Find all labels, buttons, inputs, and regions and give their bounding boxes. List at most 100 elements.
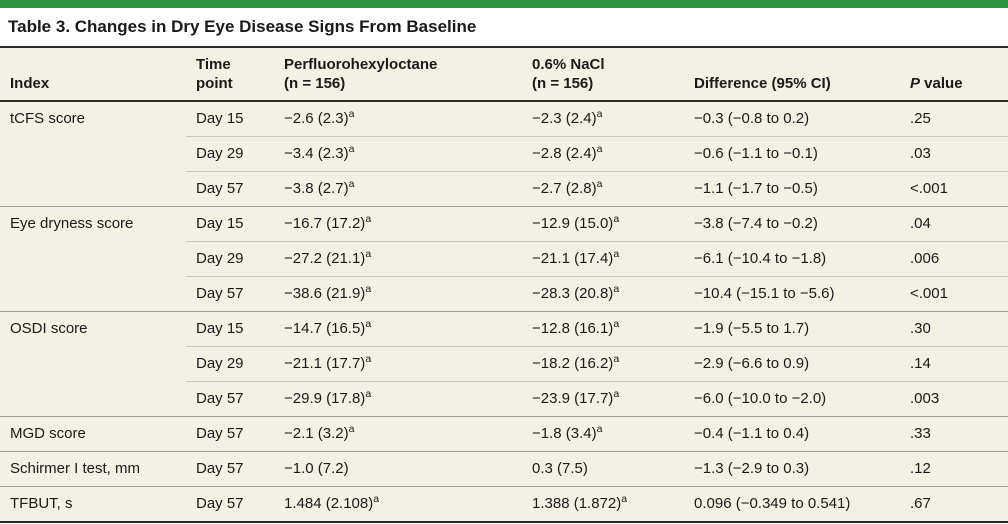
cell-time-point: Day 29 bbox=[186, 136, 274, 172]
footnote-marker: a bbox=[348, 423, 355, 435]
cell-time-point: Day 15 bbox=[186, 311, 274, 347]
table-row: Day 29 −3.4 (2.3)a −2.8 (2.4)a −0.6 (−1.… bbox=[0, 136, 1008, 172]
accent-bar bbox=[0, 0, 1008, 8]
col-header-p-value: P value bbox=[900, 48, 1008, 102]
cell-time-point: Day 15 bbox=[186, 206, 274, 242]
table-row: Day 57 −29.9 (17.8)a −23.9 (17.7)a −6.0 … bbox=[0, 381, 1008, 417]
cell-index: OSDI score bbox=[0, 311, 186, 417]
cell-time-point: Day 15 bbox=[196, 110, 244, 127]
table-row: Day 57 −38.6 (21.9)a −28.3 (20.8)a −10.4… bbox=[0, 276, 1008, 312]
cell-nacl: −12.8 (16.1)a bbox=[522, 311, 684, 347]
table-row: TFBUT, s Day 57 1.484 (2.108)a 1.388 (1.… bbox=[0, 486, 1008, 521]
footnote-marker: a bbox=[348, 143, 355, 155]
cell-difference: −1.1 (−1.7 to −0.5) bbox=[684, 171, 900, 207]
cell-pfho: 1.484 (2.108)a bbox=[274, 486, 522, 521]
cell-difference: −2.9 (−6.6 to 0.9) bbox=[684, 346, 900, 382]
cell-time-point: Day 57 bbox=[186, 276, 274, 312]
cell-nacl: −2.3 (2.4)a bbox=[532, 108, 603, 127]
table-row: OSDI score Day 15 −14.7 (16.5)a −12.8 (1… bbox=[0, 311, 1008, 417]
p-value-italic: P bbox=[910, 75, 921, 92]
footnote-marker: a bbox=[348, 108, 355, 120]
cell-pfho: −3.8 (2.7)a bbox=[274, 171, 522, 207]
cell-time-point: Day 57 bbox=[186, 171, 274, 207]
cell-p-value: .12 bbox=[900, 451, 1008, 487]
cell-p-value: .25 bbox=[910, 110, 931, 127]
cell-p-value: .14 bbox=[900, 346, 1008, 382]
footnote-marker: a bbox=[373, 493, 380, 505]
cell-pfho: −14.7 (16.5)a bbox=[274, 311, 522, 347]
cell-time-point: Day 57 bbox=[186, 451, 274, 487]
cell-p-value: <.001 bbox=[900, 276, 1008, 312]
cell-difference: −0.4 (−1.1 to 0.4) bbox=[684, 416, 900, 452]
cell-index: tCFS score bbox=[10, 110, 86, 127]
cell-pfho: −27.2 (21.1)a bbox=[274, 241, 522, 277]
p-value-rest: value bbox=[920, 75, 963, 92]
dry-eye-signs-table: Index Time point Perfluorohexyloctane (n… bbox=[0, 48, 1008, 521]
cell-pfho: −3.4 (2.3)a bbox=[274, 136, 522, 172]
cell-difference: −0.6 (−1.1 to −0.1) bbox=[684, 136, 900, 172]
cell-p-value: .03 bbox=[900, 136, 1008, 172]
cell-index: TFBUT, s bbox=[0, 486, 186, 521]
table-title: Table 3. Changes in Dry Eye Disease Sign… bbox=[8, 17, 477, 36]
cell-nacl: −2.7 (2.8)a bbox=[522, 171, 684, 207]
cell-nacl: 1.388 (1.872)a bbox=[522, 486, 684, 521]
footnote-marker: a bbox=[365, 388, 372, 400]
table-row: MGD score Day 57 −2.1 (3.2)a −1.8 (3.4)a… bbox=[0, 416, 1008, 452]
footnote-marker: a bbox=[613, 388, 620, 400]
footnote-marker: a bbox=[596, 108, 603, 120]
table-bottom-rule bbox=[0, 521, 1008, 523]
table-row: Day 57 −3.8 (2.7)a −2.7 (2.8)a −1.1 (−1.… bbox=[0, 171, 1008, 207]
cell-pfho: −2.6 (2.3)a bbox=[284, 108, 355, 127]
cell-p-value: .006 bbox=[900, 241, 1008, 277]
cell-nacl: 0.3 (7.5) bbox=[522, 451, 684, 487]
footnote-marker: a bbox=[365, 213, 372, 225]
footnote-marker: a bbox=[613, 283, 620, 295]
cell-index: Schirmer I test, mm bbox=[0, 451, 186, 487]
table-row: Eye dryness score Day 15 −16.7 (17.2)a −… bbox=[0, 206, 1008, 312]
footnote-marker: a bbox=[613, 318, 620, 330]
footnote-marker: a bbox=[613, 353, 620, 365]
cell-time-point: Day 57 bbox=[186, 381, 274, 417]
footnote-marker: a bbox=[365, 353, 372, 365]
cell-difference: −1.9 (−5.5 to 1.7) bbox=[684, 311, 900, 347]
cell-difference: −1.3 (−2.9 to 0.3) bbox=[684, 451, 900, 487]
cell-p-value: .33 bbox=[900, 416, 1008, 452]
cell-pfho: −2.1 (3.2)a bbox=[274, 416, 522, 452]
cell-difference: −6.0 (−10.0 to −2.0) bbox=[684, 381, 900, 417]
cell-nacl: −12.9 (15.0)a bbox=[522, 206, 684, 242]
footnote-marker: a bbox=[348, 178, 355, 190]
table-row: Day 29 −21.1 (17.7)a −18.2 (16.2)a −2.9 … bbox=[0, 346, 1008, 382]
cell-nacl: −23.9 (17.7)a bbox=[522, 381, 684, 417]
col-header-nacl: 0.6% NaCl (n = 156) bbox=[522, 48, 684, 102]
cell-nacl: −21.1 (17.4)a bbox=[522, 241, 684, 277]
cell-nacl: −2.8 (2.4)a bbox=[522, 136, 684, 172]
cell-time-point: Day 29 bbox=[186, 346, 274, 382]
cell-p-value: <.001 bbox=[900, 171, 1008, 207]
cell-difference: −3.8 (−7.4 to −0.2) bbox=[684, 206, 900, 242]
table-row: Schirmer I test, mm Day 57 −1.0 (7.2) 0.… bbox=[0, 451, 1008, 487]
table-row: Day 29 −27.2 (21.1)a −21.1 (17.4)a −6.1 … bbox=[0, 241, 1008, 277]
cell-difference: −10.4 (−15.1 to −5.6) bbox=[684, 276, 900, 312]
cell-p-value: .67 bbox=[900, 486, 1008, 521]
cell-nacl: −1.8 (3.4)a bbox=[522, 416, 684, 452]
cell-time-point: Day 57 bbox=[186, 416, 274, 452]
cell-difference: 0.096 (−0.349 to 0.541) bbox=[684, 486, 900, 521]
cell-time-point: Day 57 bbox=[186, 486, 274, 521]
footnote-marker: a bbox=[596, 423, 603, 435]
cell-pfho: −38.6 (21.9)a bbox=[274, 276, 522, 312]
cell-index: Eye dryness score bbox=[0, 206, 186, 312]
header-row: Index Time point Perfluorohexyloctane (n… bbox=[0, 48, 1008, 102]
cell-p-value: .30 bbox=[900, 311, 1008, 347]
footnote-marker: a bbox=[365, 283, 372, 295]
footnote-marker: a bbox=[365, 248, 372, 260]
cell-nacl: −18.2 (16.2)a bbox=[522, 346, 684, 382]
col-header-index: Index bbox=[0, 48, 186, 102]
cell-time-point: Day 29 bbox=[186, 241, 274, 277]
footnote-marker: a bbox=[613, 213, 620, 225]
cell-pfho: −29.9 (17.8)a bbox=[274, 381, 522, 417]
cell-pfho: −1.0 (7.2) bbox=[274, 451, 522, 487]
col-header-perfluorohexyloctane: Perfluorohexyloctane (n = 156) bbox=[274, 48, 522, 102]
footnote-marker: a bbox=[621, 493, 628, 505]
cell-pfho: −21.1 (17.7)a bbox=[274, 346, 522, 382]
cell-nacl: −28.3 (20.8)a bbox=[522, 276, 684, 312]
